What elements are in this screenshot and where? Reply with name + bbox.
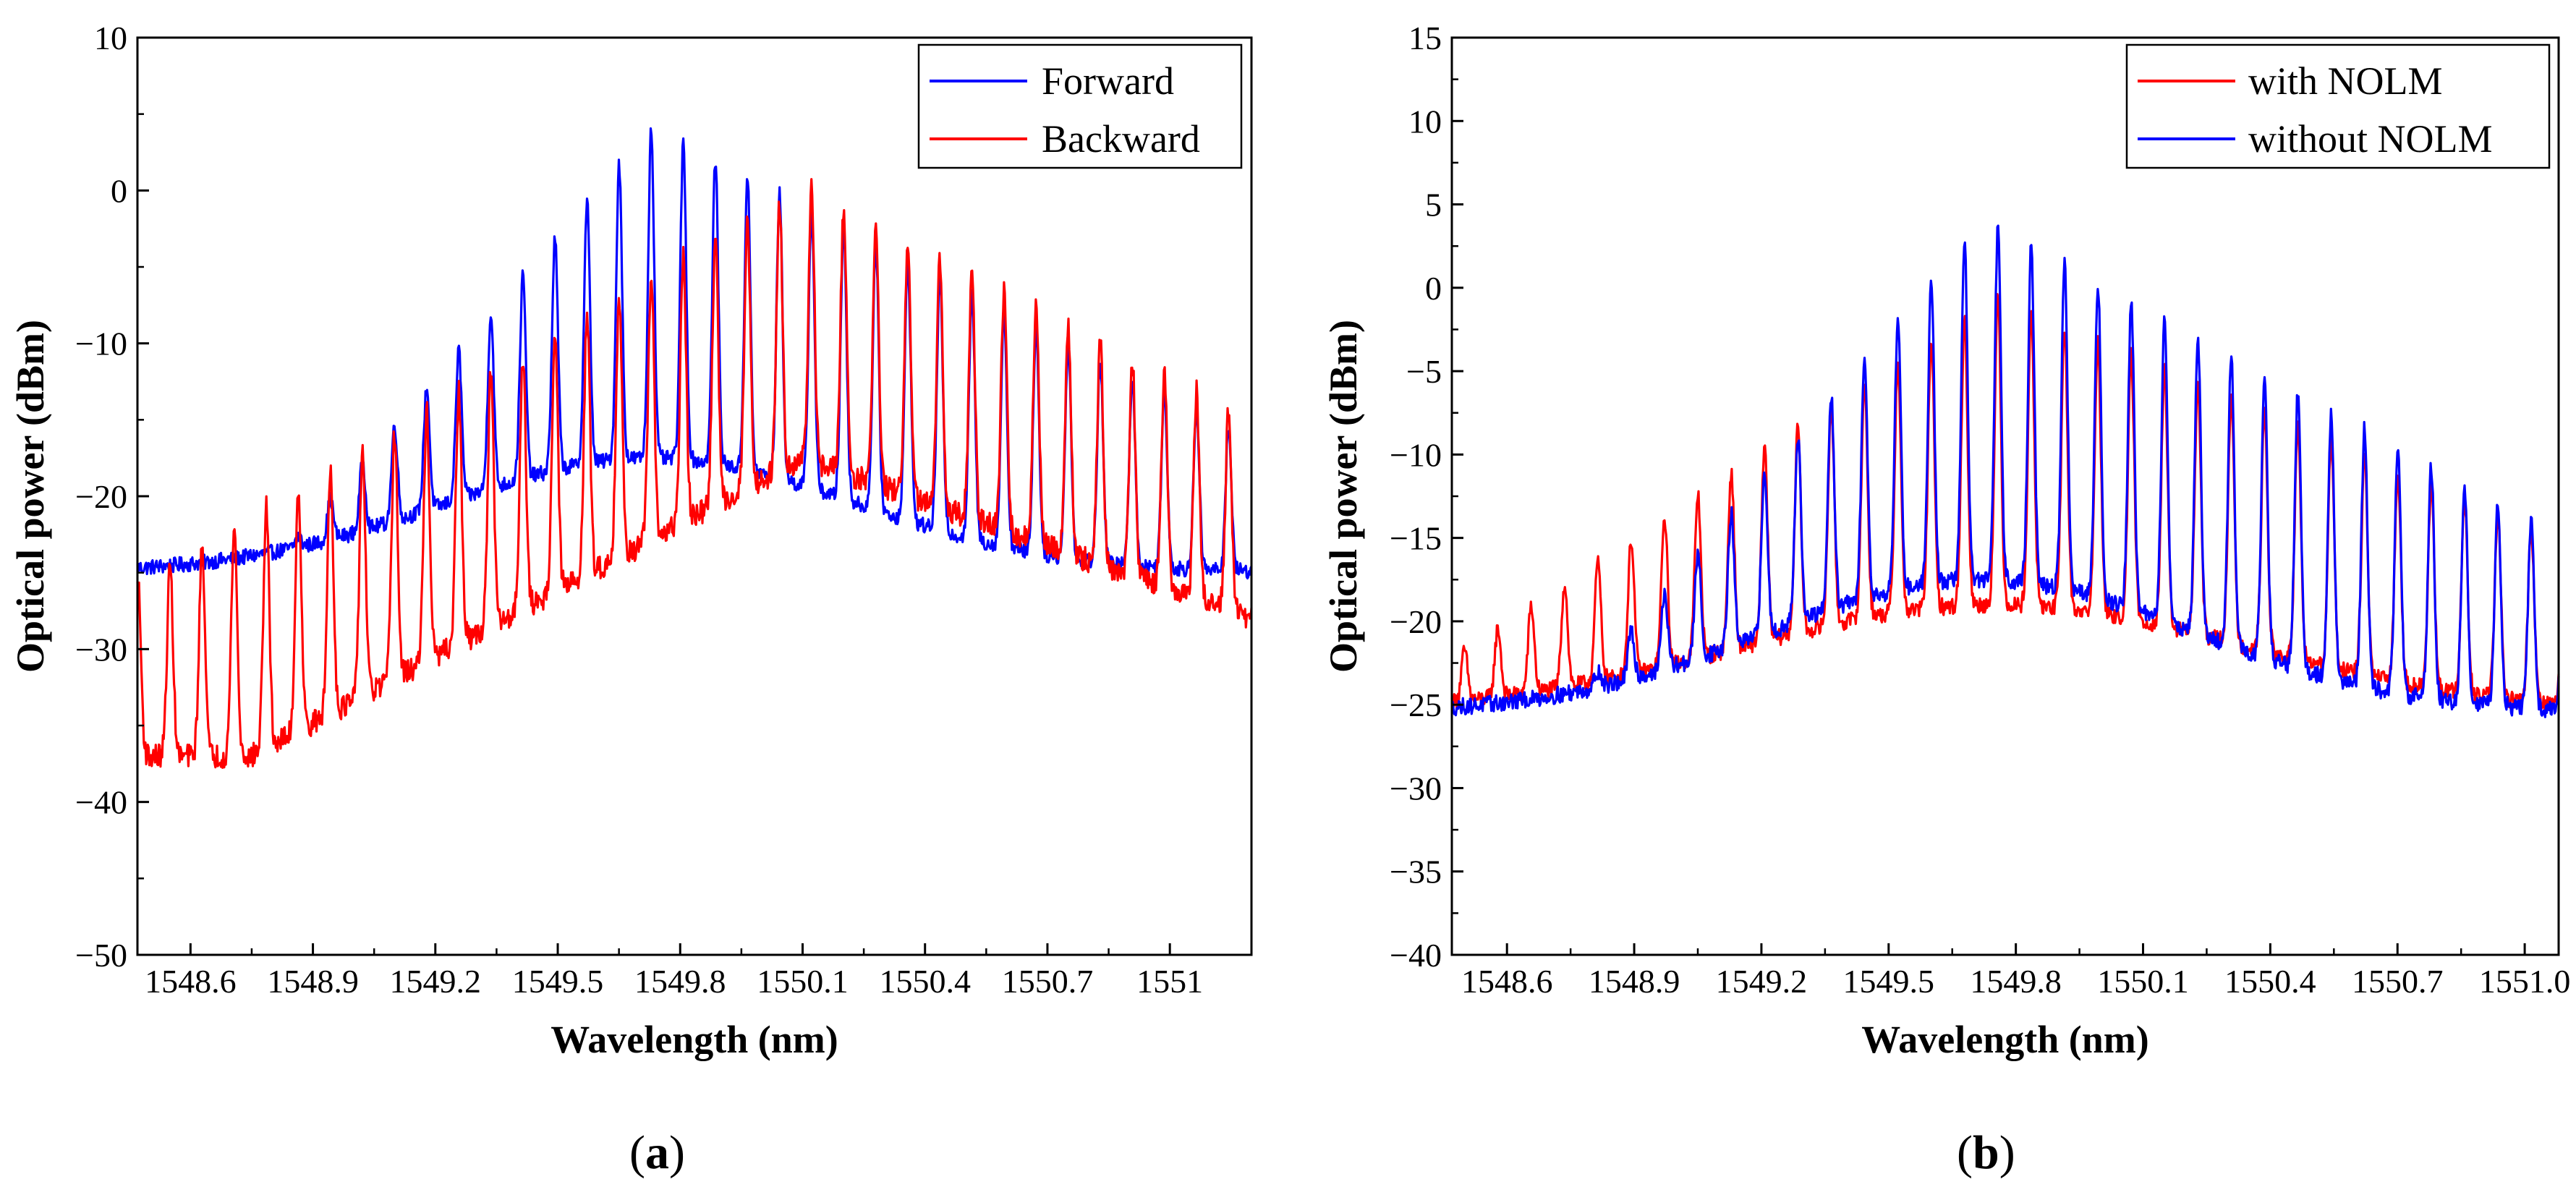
y-tick-label: 10: [1408, 103, 1442, 140]
panel-label-a: (a): [629, 1126, 685, 1179]
y-tick-label: −40: [1390, 937, 1442, 974]
legend-label-backward: Backward: [1042, 117, 1200, 161]
y-tick-label: 0: [1425, 270, 1442, 307]
y-tick-label: −10: [75, 326, 127, 362]
x-tick-label: 1549.5: [512, 963, 604, 1000]
y-tick-label: −5: [1406, 353, 1442, 390]
y-tick-label: −50: [75, 937, 127, 974]
y-tick-label: −10: [1390, 436, 1442, 473]
y-tick-label: 5: [1425, 187, 1442, 224]
series-layer-b: [1450, 224, 2560, 718]
x-tick-label: 1549.2: [1716, 963, 1808, 1000]
y-tick-label: 10: [94, 20, 127, 56]
y-tick-label: −25: [1390, 686, 1442, 723]
y-axis-title-b: Optical power (dBm): [1322, 320, 1365, 673]
y-axis-a: −50 −40 −30 −20 −10 0 10: [75, 20, 149, 974]
x-axis-title-a: Wavelength (nm): [551, 1018, 838, 1061]
legend-box-a: [917, 43, 1243, 169]
x-tick-label: 1550.4: [879, 963, 971, 1000]
x-tick-label: 1548.6: [1461, 963, 1553, 1000]
x-axis-b: 1548.6 1548.9 1549.2 1549.5 1549.8 1550.1 1550…: [1461, 943, 2570, 1000]
x-tick-label: 1550.7: [1002, 963, 1094, 1000]
legend-label-with-nolm: with NOLM: [2248, 59, 2443, 103]
panel-label-b: (b): [1957, 1126, 2015, 1179]
x-tick-label: 1550.1: [757, 963, 849, 1000]
legend-label-without-nolm: without NOLM: [2248, 117, 2493, 161]
x-axis-title-b: Wavelength (nm): [1861, 1018, 2149, 1061]
series-layer-a: [136, 127, 1253, 769]
x-tick-label: 1549.8: [1970, 963, 2062, 1000]
panel-label-a-letter: a: [645, 1126, 669, 1179]
chart-panel-b: 1548.6 1548.9 1549.2 1549.5 1549.8 1550.1 1550…: [1322, 20, 2570, 1061]
y-tick-label: −35: [1390, 854, 1442, 890]
y-tick-label: 15: [1408, 20, 1442, 56]
x-tick-label: 1548.9: [1589, 963, 1680, 1000]
x-tick-label: 1548.9: [267, 963, 359, 1000]
y-tick-label: −15: [1390, 520, 1442, 557]
y-axis-title-a: Optical power (dBm): [9, 320, 52, 673]
legend-a: Forward Backward: [917, 43, 1243, 169]
legend-b: with NOLM without NOLM: [2125, 43, 2551, 169]
x-tick-label: 1550.7: [2352, 963, 2444, 1000]
y-tick-label: −30: [75, 631, 127, 668]
series-line-backward: [136, 178, 1253, 769]
panel-label-b-letter: b: [1973, 1126, 1999, 1179]
x-tick-label: 1549.8: [634, 963, 726, 1000]
y-tick-label: −20: [1390, 603, 1442, 640]
y-tick-label: −30: [1390, 770, 1442, 807]
x-tick-label: 1549.5: [1843, 963, 1935, 1000]
x-tick-label: 1548.6: [145, 963, 237, 1000]
y-axis-b: −40 −35 −30 −25 −20 −15 −10 −5 0 5 10 15: [1390, 20, 1463, 974]
x-tick-label: 1551: [1136, 963, 1203, 1000]
x-axis-a: 1548.6 1548.9 1549.2 1549.5 1549.8 1550.1 1550…: [145, 943, 1203, 1000]
y-tick-label: 0: [111, 172, 127, 209]
legend-box-b: [2125, 43, 2551, 169]
series-line-with-nolm: [1450, 293, 2560, 712]
x-tick-label: 1550.4: [2224, 963, 2316, 1000]
series-line-without-nolm: [1450, 224, 2560, 718]
chart-panel-a: 1548.6 1548.9 1549.2 1549.5 1549.8 1550.1 1550…: [9, 20, 1253, 1061]
x-tick-label: 1551.0: [2479, 963, 2571, 1000]
legend-label-forward: Forward: [1042, 59, 1174, 103]
x-tick-label: 1549.2: [390, 963, 482, 1000]
y-tick-label: −20: [75, 478, 127, 515]
x-tick-label: 1550.1: [2097, 963, 2189, 1000]
y-tick-label: −40: [75, 784, 127, 821]
